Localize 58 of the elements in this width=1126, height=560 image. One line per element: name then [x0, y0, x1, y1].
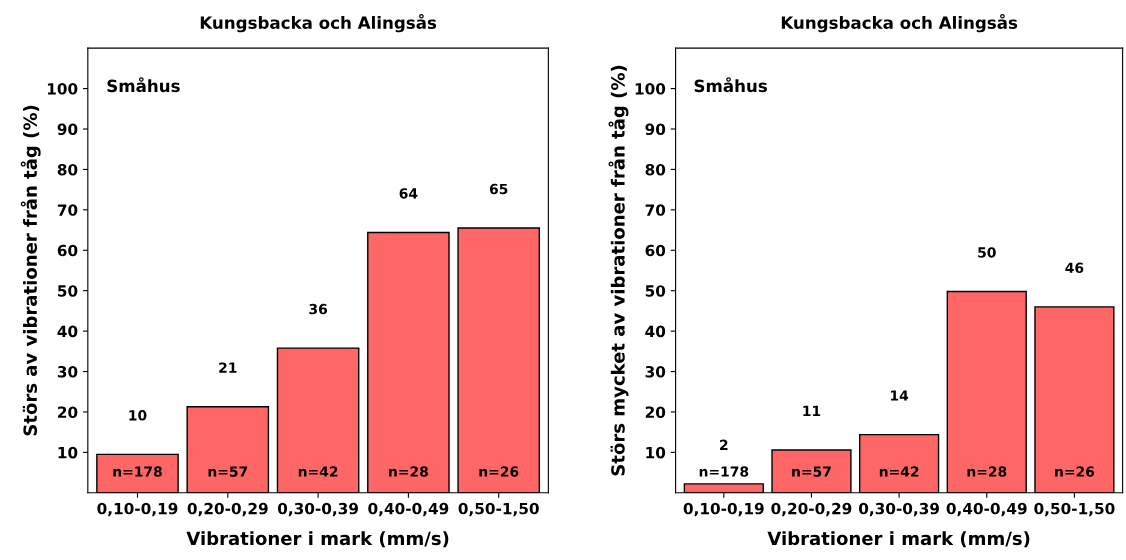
x-tick-label: 0,50-1,50: [1034, 502, 1115, 517]
data-label: 64: [399, 188, 418, 199]
y-tick-label: 90: [57, 123, 78, 136]
chart-title: Kungsbacka och Alingsås: [200, 13, 437, 33]
y-tick-label: 10: [58, 446, 78, 459]
x-tick-label: 0,10-0,19: [97, 502, 178, 517]
y-tick-label: 20: [58, 406, 78, 418]
x-tick-label: 0,40-0,49: [368, 502, 449, 517]
annotation: n=28: [967, 466, 1007, 477]
y-tick-label: 40: [645, 325, 666, 338]
y-tick-label: 50: [58, 285, 78, 297]
data-label: 46: [1065, 262, 1084, 274]
x-tick-label: 0,30-0,39: [858, 502, 939, 517]
annotation: n=26: [1055, 466, 1095, 477]
data-label: 65: [489, 183, 508, 195]
data-label: 36: [309, 303, 328, 315]
data-label: 50: [978, 247, 996, 258]
annotation: Småhus: [694, 77, 767, 93]
chart-title: Kungsbacka och Alingsås: [781, 13, 1018, 33]
x-tick-label: 0,40-0,49: [946, 502, 1027, 517]
y-tick-label: 90: [645, 123, 666, 136]
y-tick-label: 40: [57, 325, 78, 338]
annotation: n=57: [792, 466, 831, 477]
annotation: Småhus: [107, 77, 180, 93]
annotation: n=42: [879, 466, 919, 477]
y-tick-label: 80: [57, 163, 78, 176]
y-tick-label: 70: [645, 204, 666, 216]
annotation: n=28: [389, 466, 428, 477]
y-tick-label: 80: [645, 163, 666, 176]
x-tick-label: 0,20-0,29: [771, 502, 852, 517]
y-tick-label: 30: [645, 366, 666, 378]
y-tick-label: 50: [645, 285, 666, 297]
data-label: 2: [720, 439, 728, 450]
y-tick-label: 100: [47, 83, 78, 95]
y-tick-label: 30: [57, 366, 78, 378]
data-label: 21: [219, 362, 237, 373]
x-tick-label: 0,10-0,19: [683, 502, 764, 517]
annotation: n=42: [298, 466, 338, 477]
data-label: 14: [891, 390, 909, 401]
y-tick-label: 10: [646, 446, 666, 459]
x-tick-label: 0,30-0,39: [277, 502, 358, 517]
y-tick-label: 60: [645, 244, 666, 257]
y-tick-label: 20: [645, 406, 666, 418]
x-tick-label: 0,50-1,50: [458, 502, 539, 517]
y-tick-label: 70: [57, 204, 78, 216]
y-tick-label: 60: [57, 244, 78, 257]
annotation: n=57: [208, 466, 248, 477]
x-tick-label: 0,20-0,29: [187, 502, 268, 517]
x-axis-title: Vibrationer i mark (mm/s): [186, 531, 449, 548]
annotation: n=178: [113, 466, 162, 477]
data-label: 10: [129, 410, 147, 421]
annotation: n=178: [699, 466, 749, 477]
data-label: 11: [803, 405, 821, 416]
y-axis-title: Störs mycket av vibrationer från tåg (%): [608, 65, 629, 476]
x-axis-title: Vibrationer i mark (mm/s): [767, 531, 1030, 548]
y-tick-label: 100: [635, 83, 666, 95]
y-axis-title: Störs av vibrationer från tåg (%): [20, 105, 41, 436]
annotation: n=26: [479, 466, 519, 477]
